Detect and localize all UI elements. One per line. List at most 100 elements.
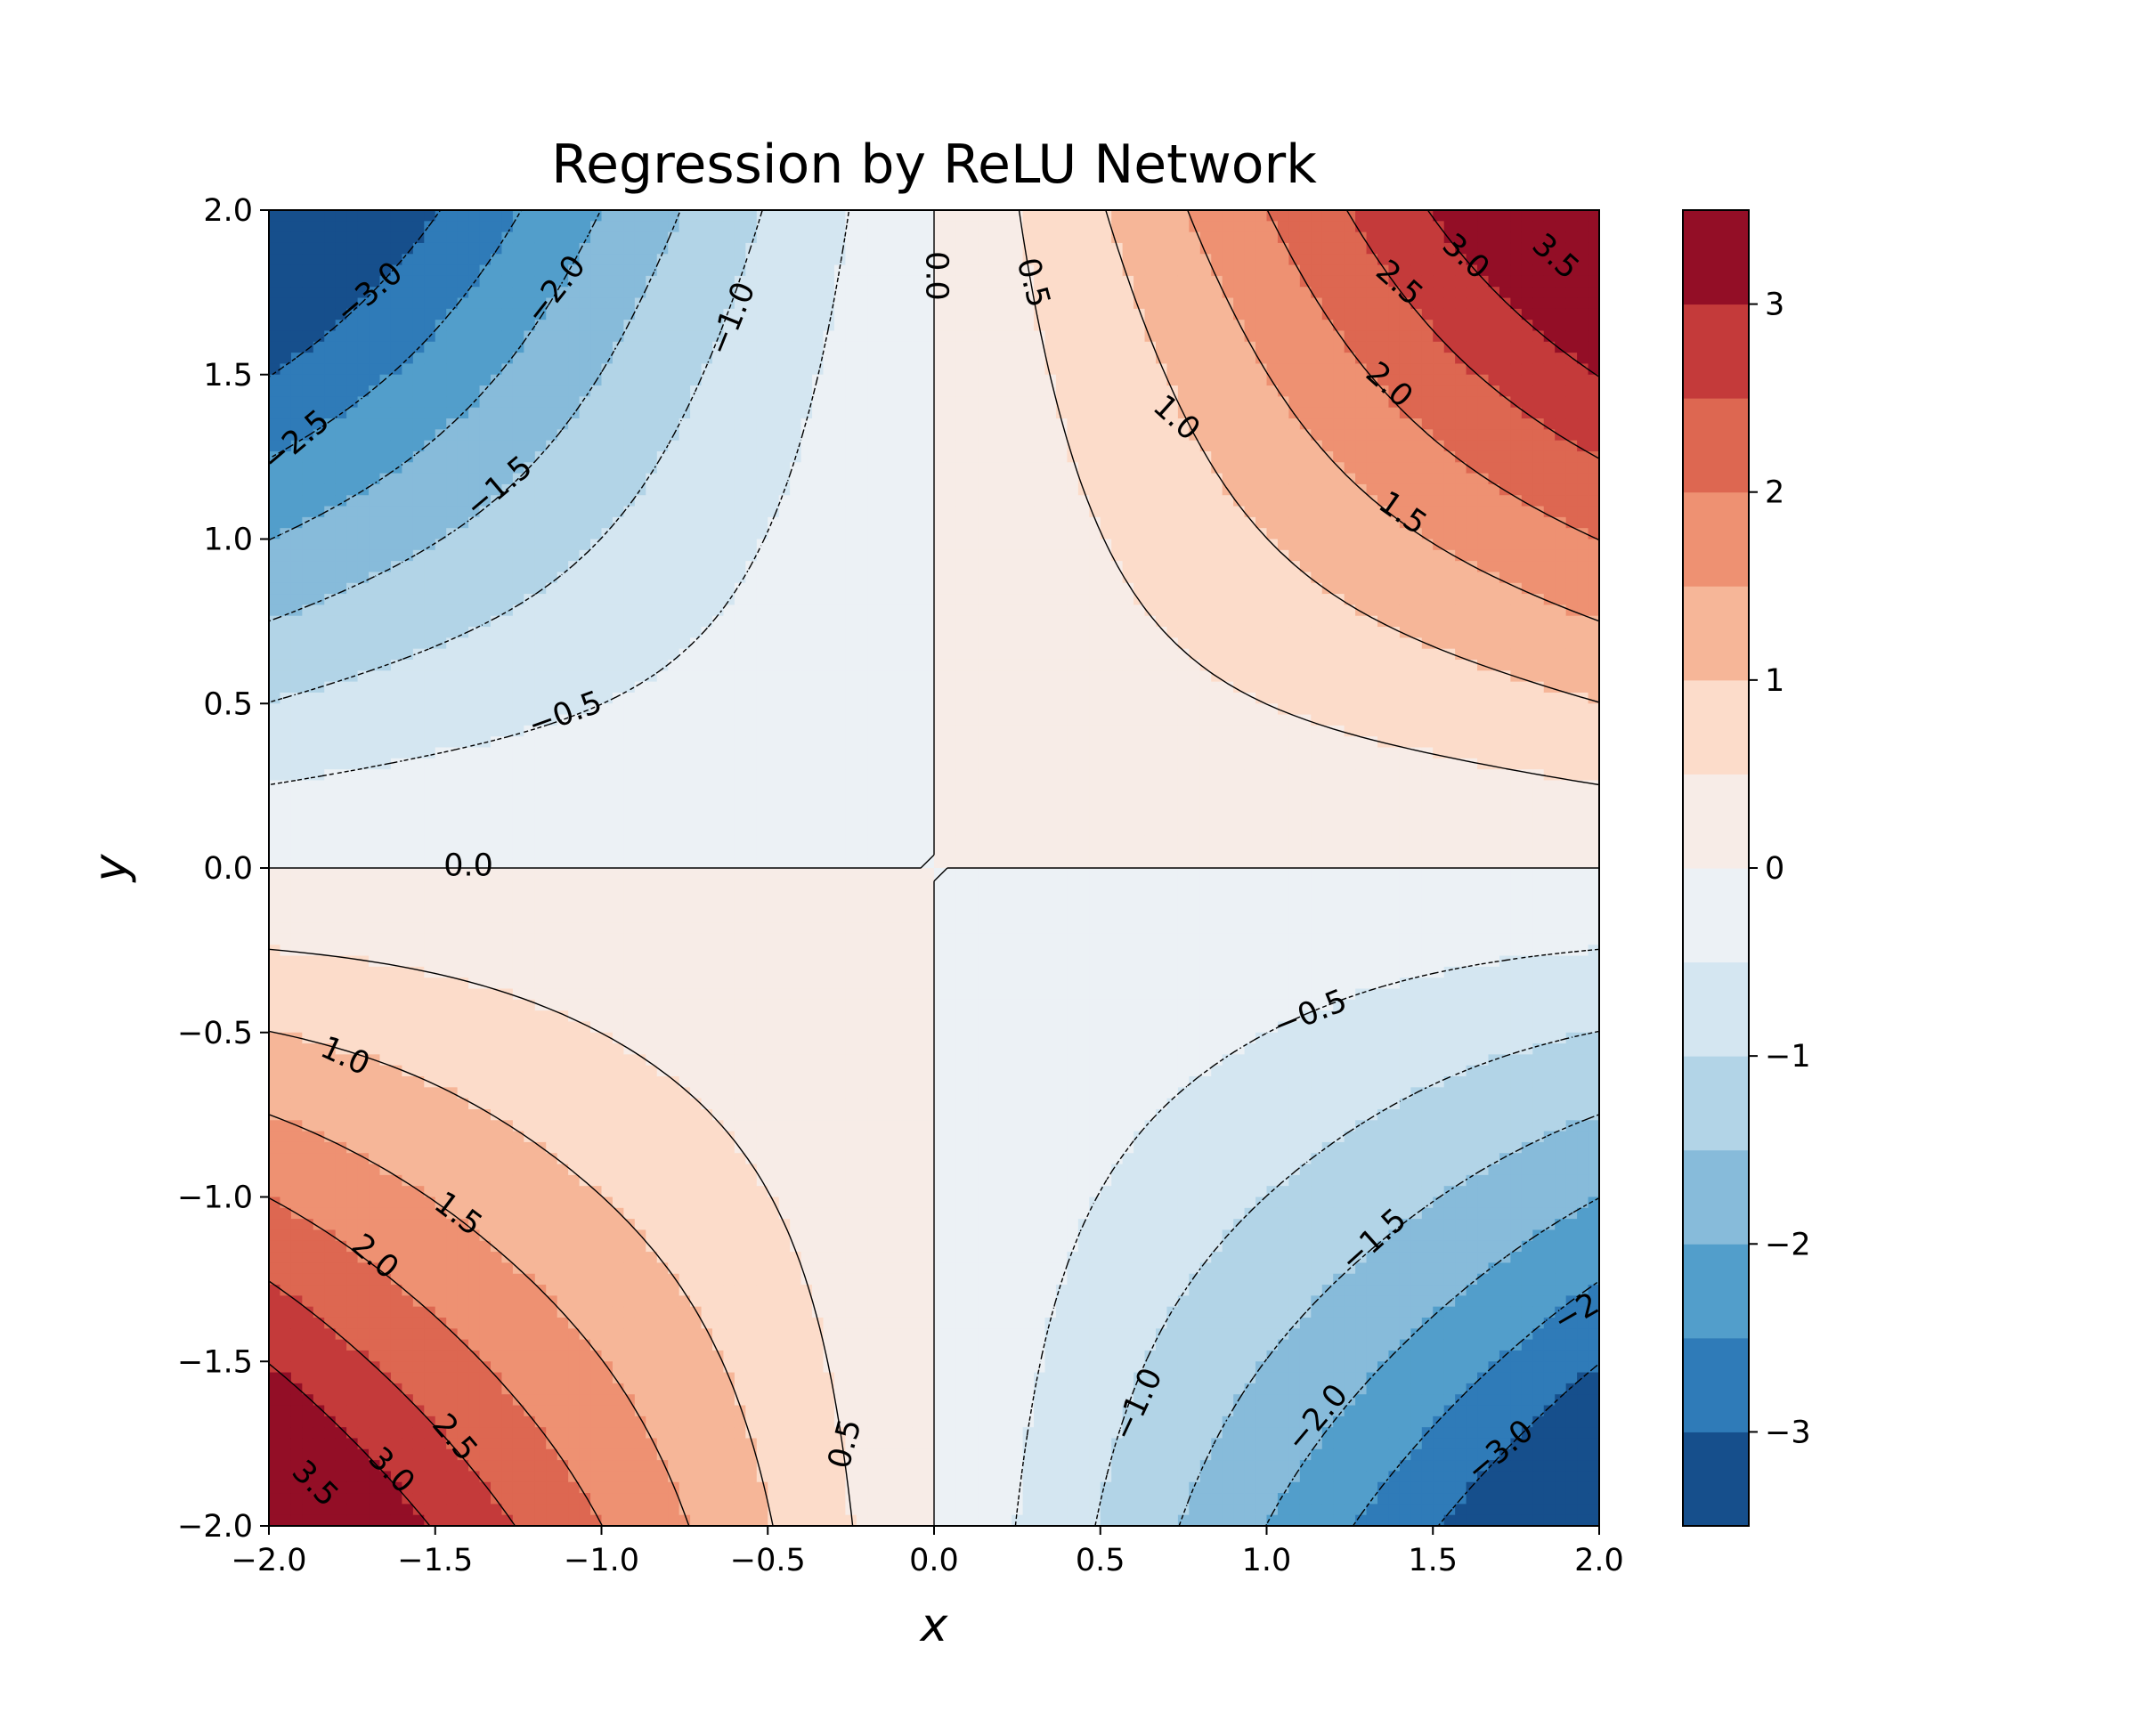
contour-cell: [313, 1481, 325, 1494]
contour-cell: [701, 473, 713, 485]
contour-cell: [302, 254, 314, 266]
contour-cell: [579, 1350, 591, 1362]
contour-cell: [568, 835, 581, 847]
contour-cell: [590, 1252, 603, 1263]
contour-cell: [690, 900, 703, 913]
contour-cell: [390, 1295, 402, 1308]
contour-cell: [601, 725, 613, 737]
contour-cell: [424, 462, 436, 475]
contour-cell: [623, 330, 636, 343]
contour-cell: [302, 287, 314, 299]
contour-cell: [612, 1504, 624, 1516]
contour-cell: [468, 1108, 481, 1121]
contour-cell: [546, 407, 558, 419]
contour-cell: [346, 637, 359, 650]
contour-cell: [435, 1350, 447, 1362]
contour-cell: [402, 1262, 414, 1275]
contour-cell: [313, 1141, 325, 1154]
contour-cell: [646, 1328, 658, 1341]
contour-cell: [701, 1010, 713, 1023]
contour-cell: [590, 1350, 603, 1362]
contour-cell: [668, 1021, 680, 1034]
contour-cell: [546, 692, 558, 704]
contour-cell: [612, 813, 624, 825]
contour-cell: [623, 231, 636, 244]
contour-cell: [435, 1207, 447, 1220]
contour-cell: [612, 275, 624, 288]
contour-cell: [313, 1219, 325, 1231]
contour-cell: [402, 242, 414, 255]
contour-cell: [546, 450, 558, 463]
contour-cell: [678, 1372, 691, 1384]
contour-cell: [524, 572, 536, 584]
contour-cell: [524, 1427, 536, 1440]
contour-cell: [313, 692, 325, 704]
contour-cell: [612, 1514, 624, 1526]
contour-cell: [357, 1504, 370, 1516]
contour-cell: [701, 945, 713, 957]
contour-cell: [524, 1065, 536, 1077]
contour-cell: [690, 1514, 703, 1526]
contour-cell: [369, 648, 381, 661]
contour-cell: [623, 1339, 636, 1351]
contour-cell: [678, 429, 691, 442]
contour-cell: [601, 1285, 613, 1296]
contour-cell: [678, 287, 691, 299]
contour-cell: [668, 1339, 680, 1351]
contour-cell: [357, 549, 370, 562]
contour-cell: [568, 1427, 581, 1440]
contour-cell: [435, 320, 447, 332]
contour-cell: [712, 407, 725, 419]
contour-cell: [457, 1427, 469, 1440]
contour-cell: [656, 1306, 669, 1318]
contour-cell: [668, 692, 680, 704]
contour-cell: [357, 330, 370, 343]
contour-cell: [612, 450, 624, 463]
contour-cell: [634, 791, 646, 803]
contour-cell: [612, 506, 624, 518]
contour-cell: [678, 922, 691, 935]
contour-cell: [568, 978, 581, 990]
contour-cell: [646, 900, 658, 913]
contour-cell: [524, 1120, 536, 1132]
contour-cell: [290, 933, 303, 945]
contour-cell: [590, 572, 603, 584]
contour-cell: [412, 353, 425, 365]
contour-cell: [402, 900, 414, 913]
contour-cell: [723, 955, 735, 968]
contour-cell: [501, 1108, 514, 1121]
contour-cell: [512, 922, 524, 935]
contour-cell: [402, 966, 414, 978]
contour-cell: [557, 1339, 569, 1351]
contour-cell: [491, 385, 503, 397]
contour-cell: [668, 1098, 680, 1110]
contour-cell: [623, 363, 636, 376]
contour-cell: [424, 1504, 436, 1516]
contour-cell: [634, 396, 646, 409]
contour-cell: [634, 802, 646, 815]
contour-cell: [357, 1405, 370, 1417]
contour-cell: [379, 549, 392, 562]
contour-cell: [357, 900, 370, 913]
contour-cell: [335, 1339, 347, 1351]
contour-cell: [612, 1350, 624, 1362]
contour-cell: [324, 758, 337, 770]
contour-cell: [668, 1207, 680, 1220]
contour-cell: [346, 736, 359, 749]
contour-cell: [501, 506, 514, 518]
contour-cell: [290, 1493, 303, 1505]
contour-cell: [379, 330, 392, 343]
contour-cell: [601, 1514, 613, 1526]
contour-cell: [712, 1285, 725, 1296]
contour-cell: [269, 1054, 281, 1067]
contour-cell: [446, 868, 459, 880]
contour-cell: [346, 242, 359, 255]
contour-cell: [412, 1240, 425, 1253]
contour-cell: [501, 1021, 514, 1034]
contour-cell: [269, 1032, 281, 1044]
contour-cell: [701, 1394, 713, 1407]
contour-cell: [346, 549, 359, 562]
contour-cell: [491, 1262, 503, 1275]
contour-cell: [646, 396, 658, 409]
contour-cell: [446, 1076, 459, 1088]
